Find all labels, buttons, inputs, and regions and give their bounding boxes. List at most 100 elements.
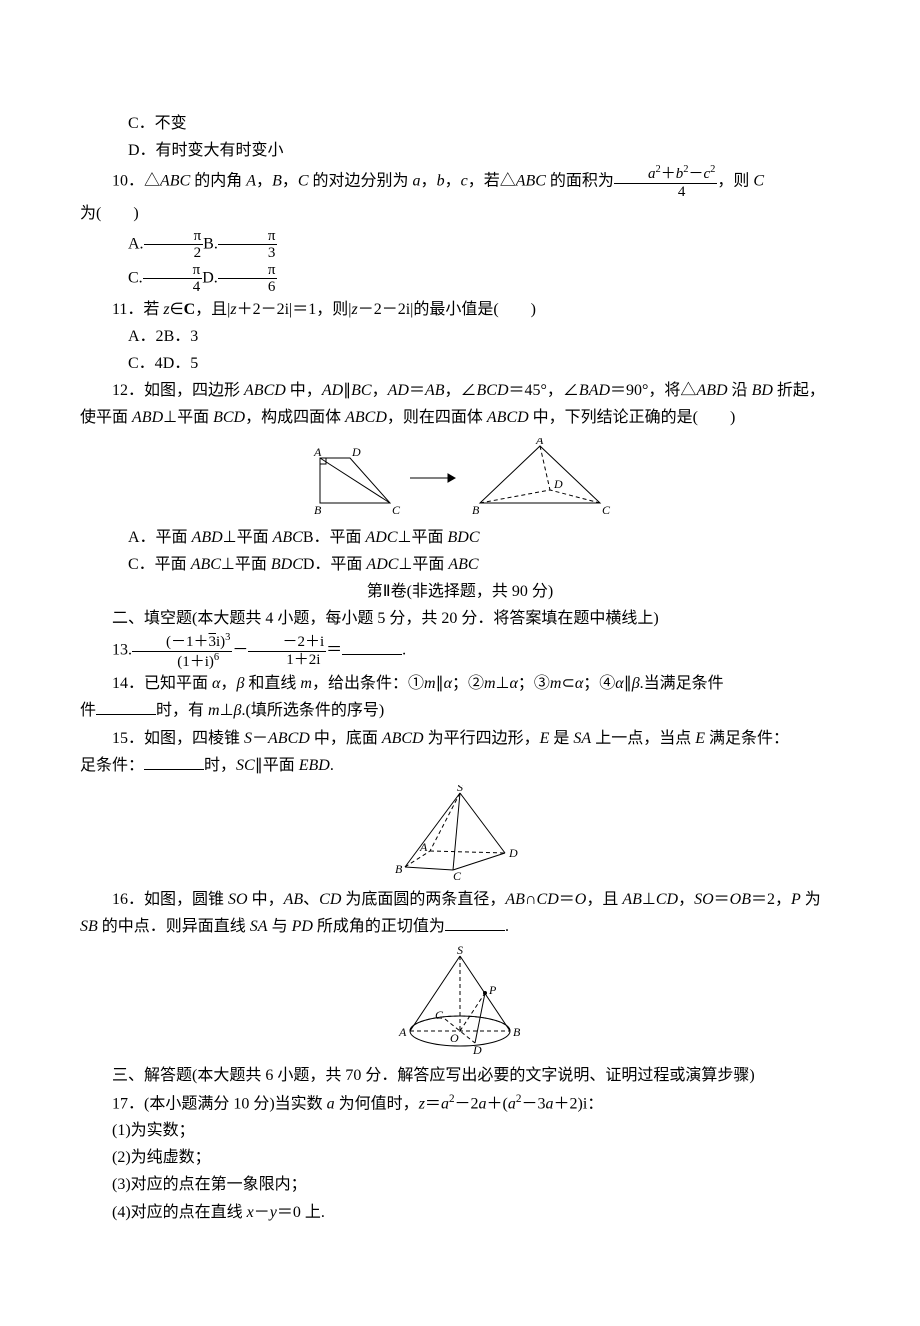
text: ＝0 上. <box>277 1204 325 1221</box>
text: m <box>550 675 562 692</box>
text: － <box>232 642 248 659</box>
q12-options-cd: C．平面 ABC⊥平面 BDCD．平面 ADC⊥平面 ABC <box>80 551 840 578</box>
text: x <box>247 1204 254 1221</box>
text: CD <box>656 891 678 908</box>
text: ABC <box>448 556 478 573</box>
text: 中， <box>248 891 284 908</box>
text: E <box>540 730 550 747</box>
text: a <box>479 1095 487 1112</box>
text: ABC <box>516 173 546 190</box>
fraction: π6 <box>218 262 278 296</box>
text: ，构成四面体 <box>245 409 345 426</box>
text: ＝45°，∠ <box>509 382 579 399</box>
text: △ <box>144 173 160 190</box>
text: π <box>218 228 278 246</box>
text: C. <box>128 269 143 286</box>
label: A <box>419 840 428 854</box>
text: ；② <box>452 675 484 692</box>
text: β <box>632 675 640 692</box>
text: ABC <box>160 173 190 190</box>
text: ＝ <box>714 891 730 908</box>
q11-stem: 11．若 z∈C，且|z＋2－2i|＝1，则|z－2－2i|的最小值是( ) <box>80 296 840 323</box>
text: AB <box>505 891 525 908</box>
text: ABCD <box>244 382 286 399</box>
text: A. <box>128 235 144 252</box>
text: ⊥平面 <box>221 556 271 573</box>
text: AB <box>425 382 445 399</box>
text: ABCD <box>268 730 310 747</box>
text: ＝ <box>409 382 425 399</box>
text: O <box>575 891 587 908</box>
text: BAD <box>579 382 610 399</box>
q10-options-cd: C.π4D.π6 <box>80 262 840 296</box>
text: ， <box>256 173 272 190</box>
page: C．不变 D．有时变大有时变小 10．△ABC 的内角 A，B，C 的对边分别为… <box>0 0 920 1326</box>
text: － <box>254 1204 270 1221</box>
text: ＝ <box>326 642 342 659</box>
text: ， <box>282 173 298 190</box>
label: B <box>314 503 322 517</box>
text: ＋2－2i|＝1，则| <box>237 301 352 318</box>
text: y <box>270 1204 277 1221</box>
text: 为何值时， <box>335 1095 419 1112</box>
q15-stem: 15．如图，四棱锥 S－ABCD 中，底面 ABCD 为平行四边形，E 是 SA… <box>80 725 840 752</box>
text: α <box>615 675 623 692</box>
text: . <box>330 757 334 774</box>
text: AB <box>622 891 642 908</box>
q17-part1: (1)为实数； <box>80 1117 840 1144</box>
text: ，若△ <box>468 173 516 190</box>
text: a <box>546 1095 554 1112</box>
fraction: π2 <box>144 228 204 262</box>
label: D <box>472 1043 482 1056</box>
text: .当满足条件 <box>640 675 724 692</box>
blank <box>96 698 156 715</box>
text: 中，下列结论正确的是( ) <box>529 409 736 426</box>
text: 满足条件： <box>705 730 789 747</box>
text: SA <box>250 918 268 935</box>
text: ，且| <box>195 301 230 318</box>
q10-stem-tail: 为( ) <box>80 200 840 227</box>
text: －3 <box>521 1095 545 1112</box>
text: (4)对应的点在直线 <box>112 1204 247 1221</box>
text: SO <box>228 891 248 908</box>
text: ∥ <box>624 675 632 692</box>
text: 10． <box>112 173 144 190</box>
text: c <box>461 173 468 190</box>
text: ⊥平面 <box>398 529 448 546</box>
text: ，且 <box>586 891 622 908</box>
label: B <box>472 503 480 517</box>
q12-figure: A D B C A B C D <box>300 438 620 518</box>
text: B <box>272 173 282 190</box>
text: BDC <box>271 556 303 573</box>
text: ， <box>372 382 388 399</box>
text: AB <box>284 891 304 908</box>
text: .(填所选条件的序号) <box>242 702 385 719</box>
text: 4 <box>614 184 717 201</box>
q9-option-d: D．有时变大有时变小 <box>80 137 840 164</box>
text: ；④ <box>583 675 615 692</box>
text: － <box>252 730 268 747</box>
text: ＝ <box>425 1095 441 1112</box>
text: 为 <box>801 891 821 908</box>
blank <box>445 914 505 931</box>
text: π <box>144 228 204 246</box>
text: SB <box>80 918 98 935</box>
text: 所成角的正切值为 <box>313 918 445 935</box>
fraction: a2＋b2－c24 <box>614 164 717 200</box>
text: BCD <box>477 382 509 399</box>
text: 17．(本小题满分 10 分)当实数 <box>112 1095 327 1112</box>
text: m <box>484 675 496 692</box>
text: α <box>444 675 452 692</box>
text: a <box>327 1095 335 1112</box>
text: BDC <box>447 529 479 546</box>
text: 3 <box>225 632 230 643</box>
text: 13. <box>112 642 132 659</box>
label: P <box>488 983 497 997</box>
text: C．4 <box>128 355 163 372</box>
label: C <box>392 503 401 517</box>
label: D <box>553 477 563 491</box>
text: B．平面 <box>303 529 366 546</box>
text: π <box>143 262 203 280</box>
text: 6 <box>218 279 278 296</box>
text: 时， <box>204 757 236 774</box>
